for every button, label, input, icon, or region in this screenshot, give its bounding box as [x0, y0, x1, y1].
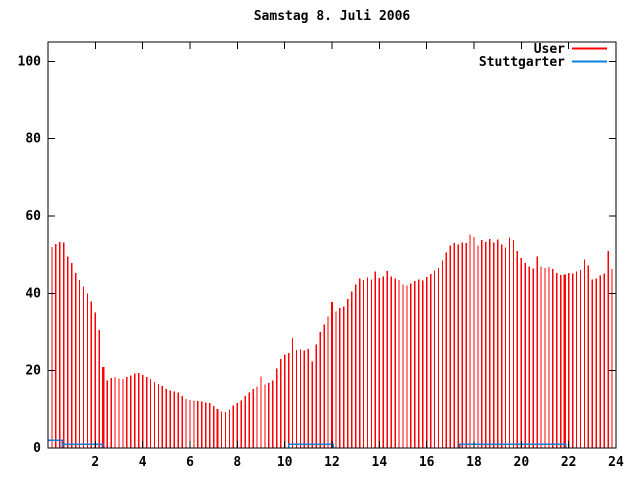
- x-tick-label: 4: [139, 455, 147, 470]
- legend-label-user: User: [534, 42, 565, 57]
- x-tick-label: 2: [91, 455, 99, 470]
- x-tick-label: 20: [514, 455, 530, 470]
- stuttgarter-series-group: [47, 439, 567, 448]
- y-tick-label: 40: [25, 286, 41, 301]
- y-tick-label: 20: [25, 364, 41, 379]
- x-tick-label: 24: [608, 455, 624, 470]
- x-tick-label: 12: [324, 455, 340, 470]
- stuttgarter-step-line: [459, 443, 567, 448]
- stuttgarter-step-line: [61, 443, 104, 448]
- legend-label-stuttgarter: Stuttgarter: [479, 55, 565, 70]
- legend: User Stuttgarter: [479, 42, 607, 70]
- y-tick-label: 0: [33, 441, 41, 456]
- x-tick-label: 14: [372, 455, 388, 470]
- stuttgarter-step-line: [287, 443, 334, 448]
- x-tick-label: 22: [561, 455, 577, 470]
- x-tick-label: 6: [186, 455, 194, 470]
- x-tick-label: 8: [233, 455, 241, 470]
- x-tick-label: 18: [466, 455, 482, 470]
- user-series-group: [51, 234, 617, 448]
- x-tick-label: 16: [419, 455, 435, 470]
- plot-frame: [47, 41, 617, 449]
- x-tick-label: 10: [277, 455, 293, 470]
- chart-title: Samstag 8. Juli 2006: [254, 9, 411, 24]
- y-tick-label: 60: [25, 209, 41, 224]
- y-tick-label: 100: [18, 54, 42, 69]
- y-tick-label: 80: [25, 132, 41, 147]
